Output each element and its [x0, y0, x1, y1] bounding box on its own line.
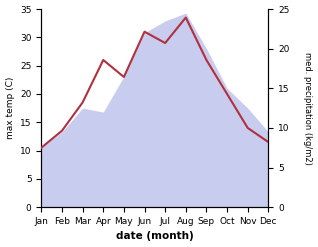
- Y-axis label: max temp (C): max temp (C): [5, 77, 15, 139]
- Y-axis label: med. precipitation (kg/m2): med. precipitation (kg/m2): [303, 52, 313, 165]
- X-axis label: date (month): date (month): [116, 231, 194, 242]
